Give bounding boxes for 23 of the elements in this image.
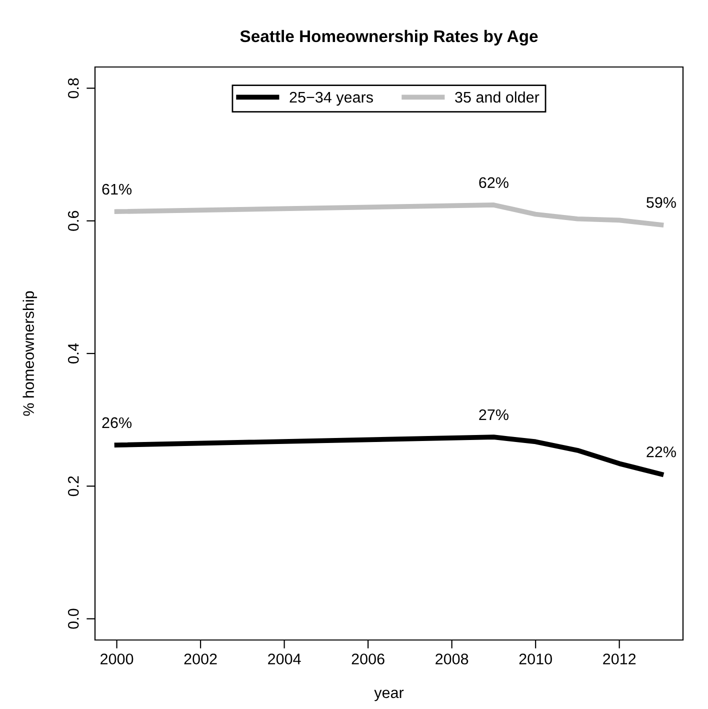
- x-tick-label: 2008: [436, 654, 468, 664]
- y-tick-label: 0.6: [68, 210, 79, 231]
- y-tick-label: 0.0: [68, 608, 79, 629]
- x-tick-label: 2002: [184, 654, 217, 664]
- legend-label: 35 and older: [455, 91, 540, 103]
- x-axis-title: year: [374, 690, 404, 702]
- x-tick-label: 2012: [603, 654, 636, 664]
- data-label: 27%: [479, 409, 508, 420]
- data-label: 62%: [479, 177, 508, 188]
- data-label: 26%: [102, 417, 132, 428]
- data-label: 22%: [646, 446, 676, 458]
- y-tick-label: 0.2: [68, 476, 79, 496]
- x-tick-label: 2010: [519, 654, 552, 664]
- x-tick-label: 2006: [352, 654, 384, 664]
- y-tick-label: 0.4: [68, 343, 79, 364]
- y-axis-title: % homeownership: [22, 291, 38, 416]
- legend-label: 25−34 years: [290, 92, 373, 106]
- chart-title: Seattle Homeownership Rates by Age: [240, 30, 538, 46]
- y-tick-label: 0.8: [68, 78, 79, 98]
- data-label: 59%: [646, 197, 676, 208]
- data-label: 61%: [102, 184, 132, 195]
- x-tick-label: 2000: [100, 654, 134, 664]
- x-tick-label: 2004: [268, 654, 301, 664]
